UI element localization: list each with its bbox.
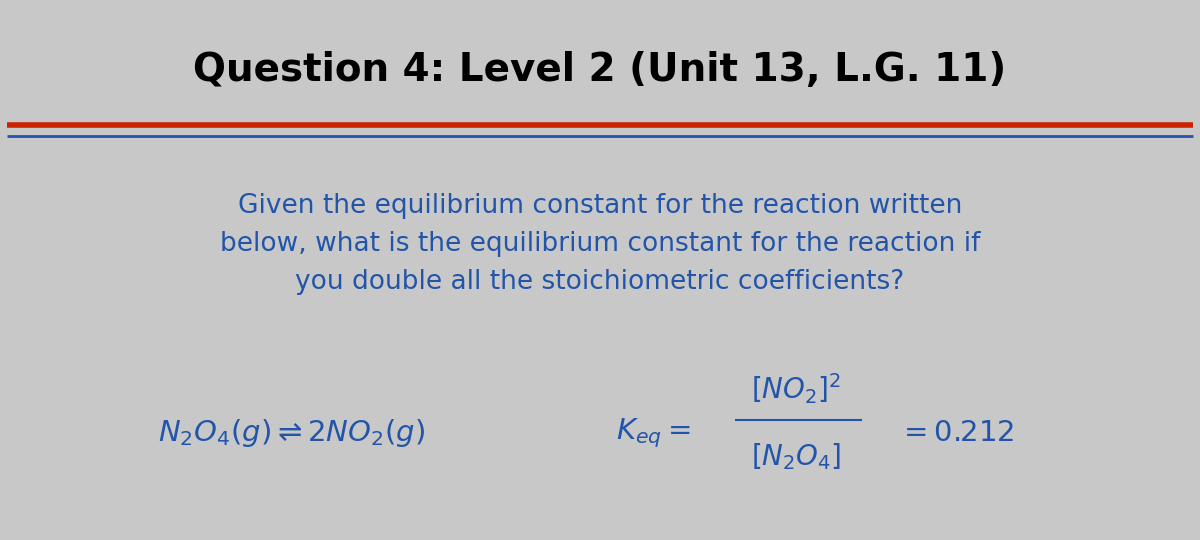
Text: Question 4: Level 2 (Unit 13, L.G. 11): Question 4: Level 2 (Unit 13, L.G. 11) <box>193 51 1007 89</box>
Text: $[NO_2]^2$: $[NO_2]^2$ <box>751 371 841 406</box>
Text: $= 0.212$: $= 0.212$ <box>898 419 1014 447</box>
Text: $K_{eq}=$: $K_{eq}=$ <box>616 416 690 450</box>
Text: Given the equilibrium constant for the reaction written
below, what is the equil: Given the equilibrium constant for the r… <box>220 193 980 295</box>
Text: $N_2O_4(g) \rightleftharpoons 2NO_2(g)$: $N_2O_4(g) \rightleftharpoons 2NO_2(g)$ <box>158 417 425 449</box>
Text: $[N_2O_4]$: $[N_2O_4]$ <box>750 441 841 472</box>
